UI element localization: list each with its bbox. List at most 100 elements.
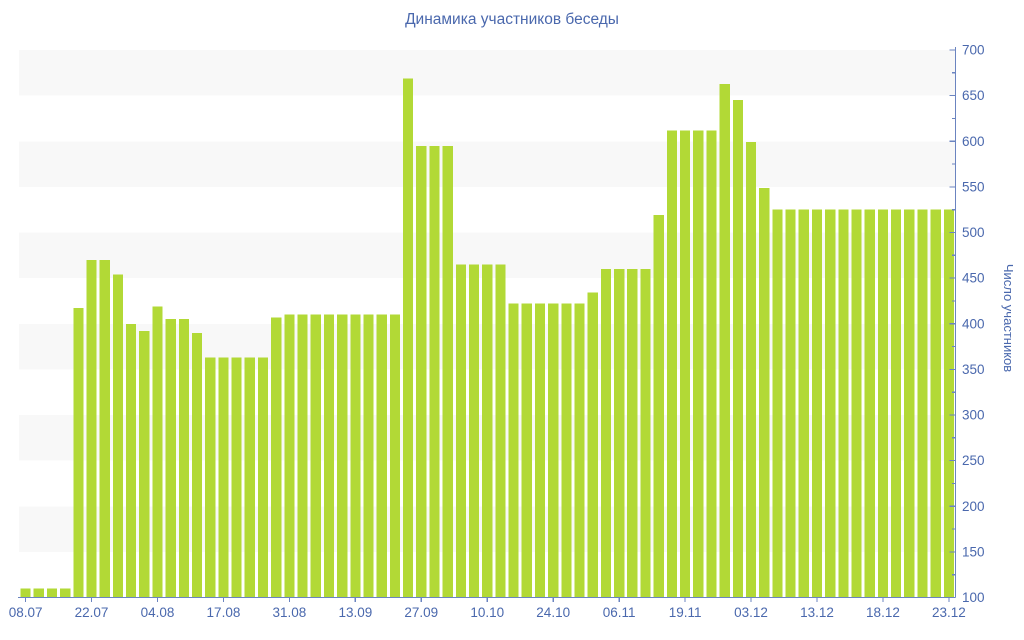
bar[interactable] xyxy=(73,308,84,598)
bar[interactable] xyxy=(46,588,58,598)
bar[interactable] xyxy=(60,588,71,598)
bar[interactable] xyxy=(33,588,44,598)
bar[interactable] xyxy=(112,274,124,598)
y-tick-label: 650 xyxy=(962,88,985,103)
x-tick-label: 13.12 xyxy=(800,605,834,620)
bar[interactable] xyxy=(653,215,664,598)
bar[interactable] xyxy=(917,209,928,598)
bar[interactable] xyxy=(719,83,730,598)
bar[interactable] xyxy=(271,317,282,598)
x-tick-label: 03.12 xyxy=(734,605,768,620)
y-axis-title: Число участников xyxy=(1001,264,1016,372)
bar[interactable] xyxy=(785,209,796,598)
y-tick-label: 400 xyxy=(962,316,985,331)
bar[interactable] xyxy=(257,357,269,598)
y-tick-label: 250 xyxy=(962,453,985,468)
bar[interactable] xyxy=(680,130,691,598)
bar[interactable] xyxy=(693,130,704,598)
bar[interactable] xyxy=(152,306,163,598)
y-tick-label: 450 xyxy=(962,271,985,286)
bar[interactable] xyxy=(825,209,836,598)
bar[interactable] xyxy=(416,145,427,598)
x-tick-label: 24.10 xyxy=(536,605,570,620)
bar[interactable] xyxy=(495,264,506,598)
bar[interactable] xyxy=(442,145,453,598)
bar[interactable] xyxy=(376,314,387,598)
x-tick-label: 04.08 xyxy=(141,605,175,620)
bar[interactable] xyxy=(389,314,401,598)
x-tick-label: 23.12 xyxy=(932,605,966,620)
y-tick-label: 550 xyxy=(962,179,985,194)
bar[interactable] xyxy=(337,314,348,598)
bar[interactable] xyxy=(178,319,189,598)
bar[interactable] xyxy=(468,264,480,598)
bar[interactable] xyxy=(759,187,770,598)
bar[interactable] xyxy=(640,269,651,598)
bar[interactable] xyxy=(310,314,321,598)
grid-band xyxy=(19,141,956,187)
x-tick-label: 17.08 xyxy=(207,605,241,620)
bar[interactable] xyxy=(745,142,757,598)
bar[interactable] xyxy=(521,303,532,598)
y-tick-label: 100 xyxy=(962,590,985,605)
bar[interactable] xyxy=(904,209,915,598)
bar[interactable] xyxy=(350,314,361,598)
bar[interactable] xyxy=(574,303,585,598)
x-tick-label: 27.09 xyxy=(404,605,438,620)
x-tick-label: 19.11 xyxy=(669,605,702,620)
bar[interactable] xyxy=(811,209,823,598)
bar[interactable] xyxy=(403,78,414,598)
bar[interactable] xyxy=(218,357,229,598)
y-tick-label: 150 xyxy=(962,544,985,559)
x-tick-label: 06.11 xyxy=(603,605,636,620)
bar[interactable] xyxy=(732,100,743,598)
bar[interactable] xyxy=(363,314,374,598)
bar[interactable] xyxy=(838,209,849,598)
bar[interactable] xyxy=(600,269,612,598)
bar[interactable] xyxy=(323,314,335,598)
bar[interactable] xyxy=(297,314,308,598)
bar[interactable] xyxy=(244,357,255,598)
bar[interactable] xyxy=(99,259,110,598)
bar[interactable] xyxy=(126,323,137,598)
x-tick-label: 13.09 xyxy=(338,605,372,620)
bar[interactable] xyxy=(508,303,519,598)
bar[interactable] xyxy=(851,209,862,598)
bar[interactable] xyxy=(798,209,809,598)
grid-band xyxy=(19,50,956,96)
x-tick-label: 31.08 xyxy=(272,605,306,620)
bar[interactable] xyxy=(534,303,546,598)
bar[interactable] xyxy=(943,209,954,598)
bar[interactable] xyxy=(772,209,783,598)
bar[interactable] xyxy=(205,357,216,598)
bar[interactable] xyxy=(930,209,941,598)
y-tick-label: 600 xyxy=(962,134,985,149)
bar[interactable] xyxy=(20,588,31,598)
y-tick-label: 200 xyxy=(962,499,985,514)
bar[interactable] xyxy=(561,303,572,598)
y-tick-label: 350 xyxy=(962,362,985,377)
bar[interactable] xyxy=(877,209,889,598)
bar[interactable] xyxy=(284,314,295,598)
chart-title: Динамика участников беседы xyxy=(405,11,619,28)
x-tick-label: 22.07 xyxy=(75,605,109,620)
bar[interactable] xyxy=(165,319,176,598)
bar[interactable] xyxy=(706,130,717,598)
bar[interactable] xyxy=(231,357,242,598)
bar[interactable] xyxy=(666,130,678,598)
bar[interactable] xyxy=(614,269,625,598)
bar[interactable] xyxy=(864,209,875,598)
bar[interactable] xyxy=(139,331,150,598)
bar[interactable] xyxy=(482,264,493,598)
bar[interactable] xyxy=(627,269,638,598)
x-tick-label: 18.12 xyxy=(866,605,900,620)
bar[interactable] xyxy=(891,209,902,598)
x-tick-label: 08.07 xyxy=(9,605,43,620)
bar[interactable] xyxy=(587,292,598,598)
bar[interactable] xyxy=(429,145,440,598)
bar[interactable] xyxy=(191,332,203,598)
bar[interactable] xyxy=(455,264,466,598)
bar[interactable] xyxy=(548,303,559,598)
bar[interactable] xyxy=(86,259,97,598)
